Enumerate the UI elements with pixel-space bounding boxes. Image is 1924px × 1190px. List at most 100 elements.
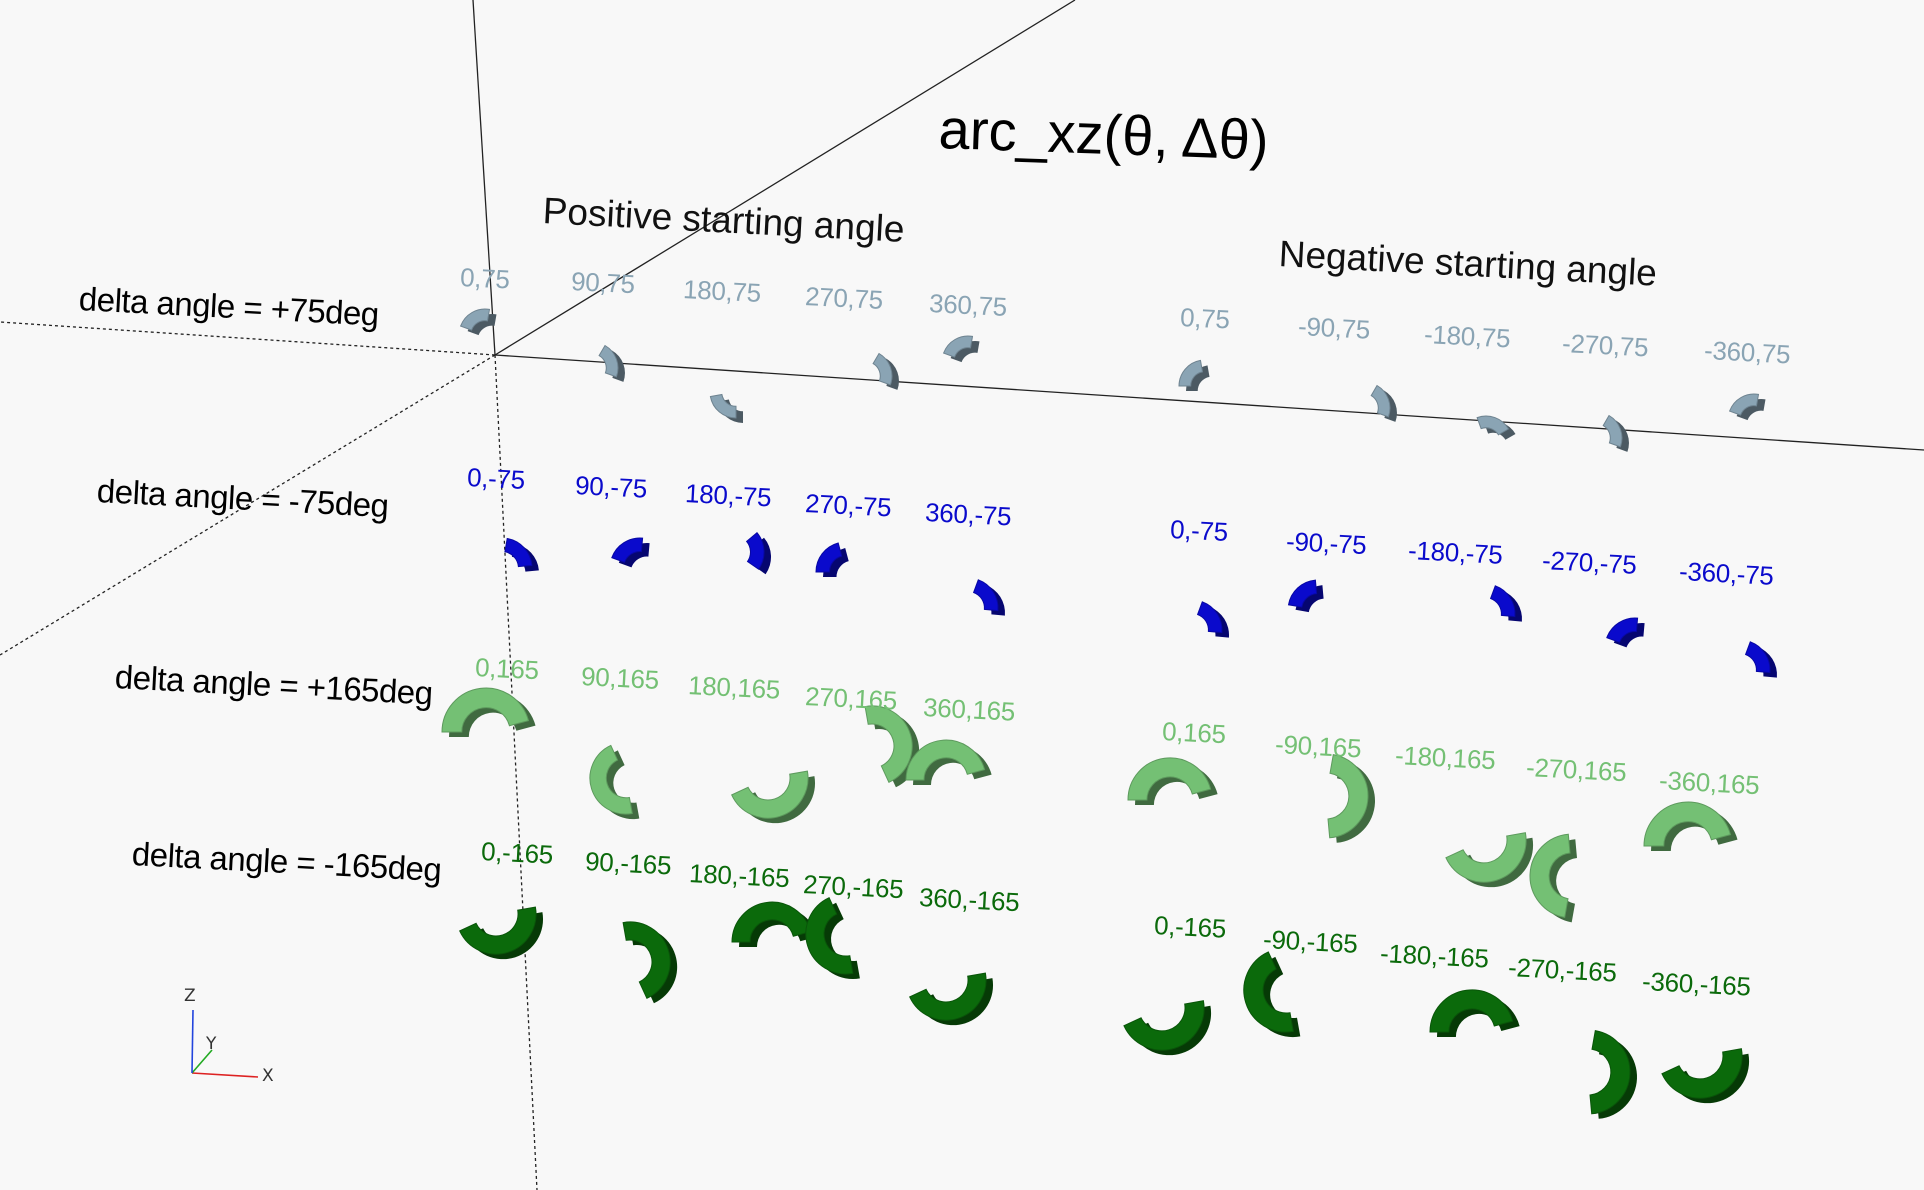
arc-label: -270,-165 — [1507, 952, 1618, 988]
arc-label: 180,-75 — [684, 478, 772, 513]
arc-shape-face — [942, 335, 974, 358]
arc-label: 270,-75 — [804, 488, 892, 523]
arc-label: 0,-165 — [1153, 910, 1227, 944]
arc-shape-face — [909, 972, 987, 1021]
arc-shape — [745, 531, 772, 575]
arc-label: 360,-165 — [918, 882, 1021, 918]
arc-label: -90,-75 — [1285, 526, 1368, 561]
axis-line-x-negative — [0, 321, 496, 356]
arc-shape-face — [1327, 754, 1369, 839]
arc-label: -180,165 — [1394, 740, 1497, 776]
arc-label: -360,-165 — [1641, 966, 1752, 1002]
axis-line-y-positive — [494, 0, 1076, 356]
arc-shape — [972, 579, 1006, 616]
arc-shape — [1287, 579, 1324, 613]
arc-shape-face — [504, 537, 533, 568]
arc-shape-face — [972, 579, 999, 612]
arc-shape-face — [1602, 414, 1623, 448]
arc-shape — [1370, 384, 1397, 422]
arc-shape-face — [1243, 951, 1294, 1033]
arc-shape-side — [1186, 365, 1210, 391]
arc-shape-face — [1728, 393, 1760, 416]
arc-label: -180,75 — [1423, 319, 1511, 354]
arc-label: 270,165 — [804, 681, 898, 716]
gizmo-x-label: X — [262, 1066, 274, 1086]
arc-shape — [1489, 585, 1523, 622]
axis-line-z-negative — [494, 354, 538, 1190]
arc-shape-face — [905, 739, 986, 781]
arc-label: 270,-165 — [802, 869, 905, 905]
arc-shape-face — [1370, 384, 1391, 418]
arc-shape — [1243, 951, 1301, 1038]
arc-shape — [1744, 641, 1778, 678]
arc-label: -360,-75 — [1678, 556, 1775, 591]
arc-label: 90,-165 — [584, 846, 672, 881]
arc-shape — [1429, 989, 1520, 1037]
arc-shape-side — [950, 341, 980, 363]
arc-shape-side — [467, 314, 497, 336]
arc-label: 90,-75 — [574, 470, 648, 504]
arc-shape — [459, 906, 544, 960]
arc-shape-face — [611, 537, 644, 564]
arc-shape-face — [872, 352, 893, 386]
arc-shape — [1123, 1000, 1212, 1056]
arc-shape-face — [1661, 1048, 1743, 1099]
axis-gizmo — [191, 1009, 259, 1078]
arc-shapes — [441, 308, 1778, 1119]
arc-shape — [1602, 414, 1629, 452]
arc-shape-face — [805, 897, 854, 975]
arc-shape-face — [1643, 801, 1732, 847]
arc-shape-face — [1196, 601, 1223, 634]
arc-shape — [441, 687, 536, 737]
arc-label: 0,-165 — [480, 836, 554, 870]
arc-shape-face — [864, 705, 913, 783]
arc-shape — [1196, 601, 1230, 638]
arc-label: 90,75 — [570, 266, 636, 300]
arc-label: -90,75 — [1297, 311, 1371, 345]
axis-line-x-positive — [494, 354, 1924, 451]
gizmo-y-axis — [191, 1049, 213, 1074]
arc-shape — [1728, 393, 1766, 421]
arc-shape — [731, 770, 816, 824]
arc-shape-side — [1736, 399, 1766, 421]
arc-shape — [1661, 1048, 1750, 1104]
arc-shape — [1589, 1030, 1638, 1119]
page-title: arc_xz(θ, Δθ) — [937, 96, 1270, 172]
arc-shape — [1476, 415, 1516, 440]
arc-shape — [805, 897, 860, 980]
arc-shape — [589, 744, 640, 820]
arc-label: 0,165 — [1161, 716, 1227, 750]
arc-shape-face — [1123, 1000, 1205, 1051]
arc-label: 180,-165 — [688, 858, 791, 894]
arc-label: 0,-75 — [1169, 514, 1229, 547]
arc-shape — [731, 901, 818, 947]
arc-shape — [909, 972, 994, 1026]
arc-shape — [1327, 754, 1376, 843]
arc-shape-face — [1589, 1030, 1631, 1115]
arc-label: -270,165 — [1525, 752, 1628, 788]
arc-shape — [872, 352, 899, 390]
arc-shape-face — [709, 393, 737, 419]
arc-shape-face — [1606, 617, 1639, 644]
arc-label: 0,165 — [474, 652, 540, 686]
arc-shape — [504, 537, 539, 572]
arc-label: -360,75 — [1703, 335, 1791, 370]
arc-shape-face — [459, 308, 491, 331]
arc-label: -180,-75 — [1407, 535, 1504, 570]
arc-shape-face — [745, 531, 765, 570]
arc-shape-face — [731, 770, 809, 819]
axis-line-y-negative — [0, 354, 496, 656]
arc-label: 360,-75 — [924, 497, 1012, 532]
arc-shape-face — [1178, 359, 1204, 387]
arc-shape-face — [1287, 579, 1318, 608]
arc-shape — [598, 344, 625, 382]
arc-shape-face — [815, 542, 843, 573]
arc-shape-face — [441, 687, 530, 733]
axis-lines — [472, 0, 1924, 451]
arc-shape — [459, 308, 497, 336]
arc-label: -360,165 — [1658, 765, 1761, 801]
arc-label: 0,-75 — [466, 462, 526, 495]
gizmo-z-label: Z — [184, 986, 196, 1006]
